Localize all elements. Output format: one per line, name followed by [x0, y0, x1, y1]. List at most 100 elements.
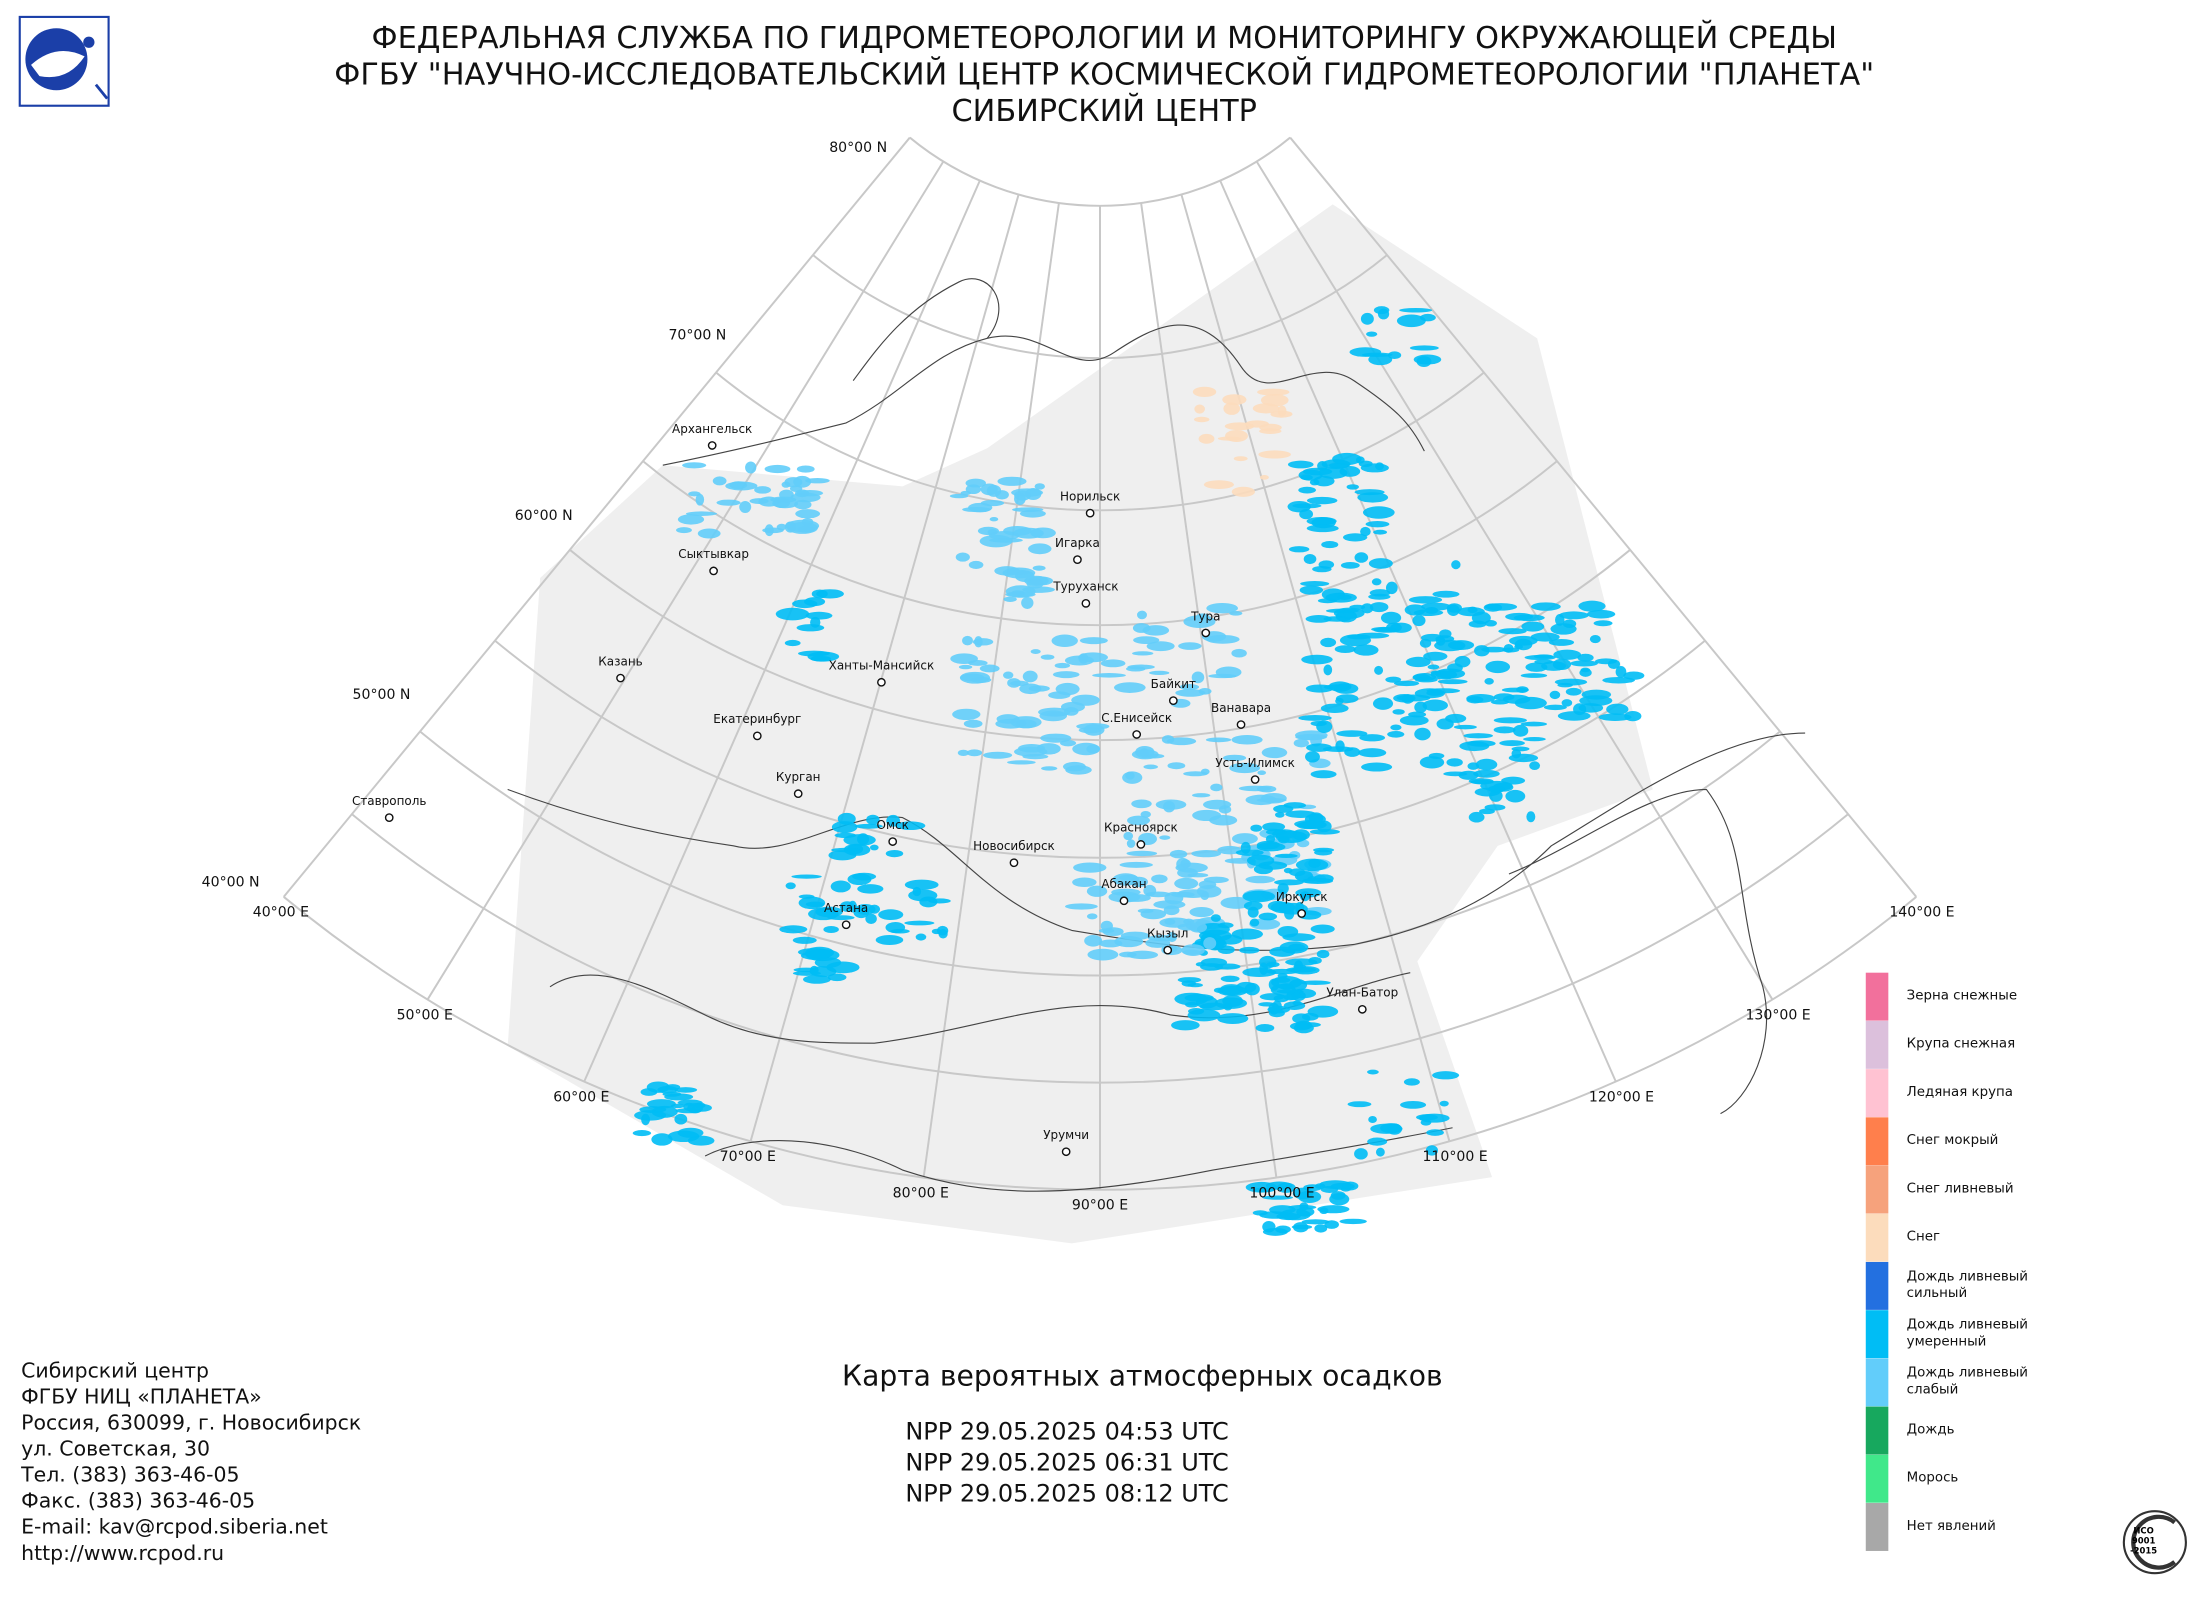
precipitation-cell [1437, 679, 1468, 685]
precipitation-cell [1238, 785, 1272, 792]
precipitation-cell [1006, 569, 1031, 575]
precipitation-cell [1470, 779, 1494, 785]
precipitation-cell [931, 928, 942, 935]
precipitation-cell [1481, 646, 1507, 653]
precipitation-cell [805, 901, 825, 907]
precipitation-cell [1354, 552, 1369, 563]
precipitation-cell [1347, 634, 1371, 640]
header-line: СИБИРСКИЙ ЦЕНТР [952, 93, 1257, 129]
precipitation-cell [1255, 1023, 1275, 1032]
precipitation-cell [1416, 356, 1432, 368]
precipitation-cell [676, 527, 692, 534]
longitude-label: 70°00 E [720, 1149, 776, 1165]
precipitation-cell [1054, 662, 1071, 669]
precipitation-cell [754, 486, 772, 494]
precipitation-cell [1312, 566, 1332, 573]
longitude-label: 80°00 E [893, 1185, 949, 1201]
precipitation-cell [1257, 770, 1267, 775]
precipitation-cell [1203, 799, 1232, 810]
precipitation-cell [1189, 922, 1208, 933]
precipitation-cell [1114, 682, 1146, 693]
precipitation-cell [1412, 615, 1426, 627]
city-label: Курган [776, 770, 821, 784]
precipitation-cell [1072, 877, 1097, 888]
precipitation-cell [1275, 830, 1307, 843]
precipitation-cell [1100, 920, 1113, 932]
precipitation-cell [1319, 1207, 1329, 1215]
precipitation-cell [1377, 308, 1390, 320]
precipitation-cell [830, 880, 851, 893]
precipitation-cell [1451, 560, 1461, 570]
precipitation-cell [1259, 955, 1277, 969]
precipitation-cell [1119, 861, 1153, 868]
precipitation-cell [1192, 386, 1217, 397]
precipitation-cell [634, 1110, 667, 1121]
precipitation-cell [857, 884, 884, 894]
precipitation-cell [1485, 660, 1511, 674]
contact-line: http://www.rcpod.ru [21, 1541, 224, 1565]
precipitation-cell [1174, 877, 1199, 890]
precipitation-cell [1475, 758, 1498, 771]
precipitation-cell [1285, 958, 1318, 966]
precipitation-cell [1193, 416, 1210, 423]
precipitation-cell [1368, 353, 1393, 366]
longitude-label: 120°00 E [1589, 1089, 1654, 1105]
city-marker [1163, 945, 1173, 955]
precipitation-cell [1375, 1147, 1385, 1157]
precipitation-cell [1467, 762, 1480, 770]
precipitation-cell [792, 599, 818, 609]
precipitation-cell [1360, 463, 1389, 473]
precipitation-cell [1305, 615, 1332, 623]
precipitation-cell [1553, 649, 1582, 660]
precipitation-cell [1474, 787, 1501, 797]
precipitation-cell [1344, 747, 1361, 757]
city-marker [888, 837, 898, 846]
city-label: Сыктывкар [678, 547, 749, 561]
precipitation-cell [1557, 711, 1591, 721]
city-label: Улан-Батор [1326, 986, 1398, 1000]
precipitation-cell [1390, 622, 1412, 633]
precipitation-cell [1396, 694, 1431, 702]
city-marker [1168, 696, 1178, 705]
city-marker [1236, 720, 1246, 729]
precipitation-cell [1339, 1218, 1367, 1225]
precipitation-cell [1032, 565, 1046, 571]
contact-line: ул. Советская, 30 [21, 1437, 210, 1461]
precipitation-cell [968, 660, 988, 666]
precipitation-cell [1369, 602, 1389, 613]
precipitation-cell [1175, 689, 1206, 697]
contact-line: Сибирский центр [21, 1358, 209, 1382]
parallel [283, 896, 1917, 1191]
precipitation-cell [1615, 666, 1627, 678]
map-labels: 80°00 N 70°00 N 60°00 N 50°00 N 40°00 N 40°00… [202, 140, 1955, 1213]
precipitation-cell [1466, 694, 1496, 703]
precipitation-cell [1624, 711, 1642, 722]
precipitation-cell [1299, 585, 1324, 595]
precipitation-cell [1259, 423, 1282, 432]
precipitation-cell [716, 499, 741, 506]
precipitation-cell [1301, 654, 1333, 665]
legend-label: Морось [1907, 1471, 1959, 1486]
precipitation-cell [1179, 683, 1200, 690]
precipitation-cell [1040, 654, 1055, 660]
precipitation-cell [983, 751, 1013, 759]
longitude-label: 50°00 E [397, 1007, 453, 1023]
longitude-label: 90°00 E [1072, 1198, 1128, 1214]
precipitation-cell [1014, 746, 1048, 757]
precipitation-cell [1457, 606, 1485, 617]
precipitation-cell [1353, 644, 1379, 656]
precipitation-cell [1526, 811, 1536, 823]
contact-line: E-mail: kav@rcpod.siberia.net [21, 1515, 328, 1539]
precipitation-cell [1439, 1100, 1449, 1107]
precipitation-cell [1153, 900, 1186, 909]
precipitation-cell [1259, 475, 1269, 480]
precipitation-cell [810, 616, 821, 628]
precipitation-cell [784, 639, 801, 647]
precipitation-cell [1371, 626, 1396, 632]
precipitation-cell [1206, 603, 1238, 614]
city-marker [1136, 840, 1146, 849]
legend-swatch [1865, 1358, 1889, 1407]
precipitation-cell [1252, 1210, 1268, 1216]
precipitation-cell [1302, 467, 1333, 476]
precipitation-cell [1306, 524, 1339, 533]
